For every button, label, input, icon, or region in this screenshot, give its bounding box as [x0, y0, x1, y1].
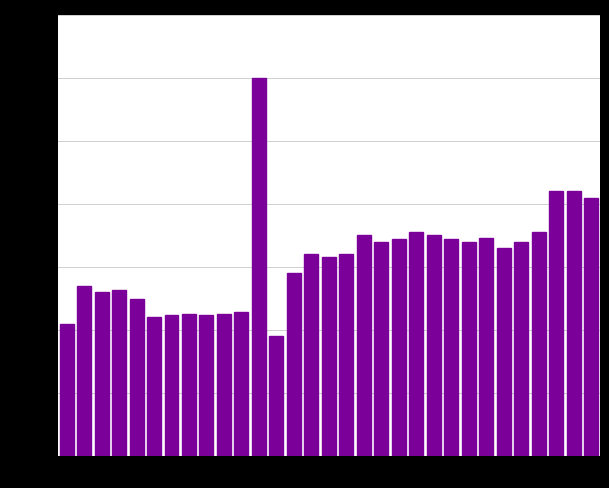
Bar	[566, 191, 580, 456]
Bar	[94, 292, 108, 456]
Bar	[409, 232, 423, 456]
Bar	[375, 242, 389, 456]
Bar	[532, 232, 546, 456]
Bar	[200, 315, 214, 456]
Bar	[462, 242, 476, 456]
Bar	[77, 286, 91, 456]
Bar	[304, 254, 319, 456]
Bar	[357, 236, 371, 456]
Bar	[182, 314, 196, 456]
Bar	[164, 315, 178, 456]
Bar	[287, 273, 301, 456]
Bar	[514, 242, 528, 456]
Bar	[339, 254, 353, 456]
Bar	[392, 239, 406, 456]
Bar	[217, 314, 231, 456]
Bar	[549, 191, 563, 456]
Bar	[130, 299, 144, 456]
Bar	[427, 236, 441, 456]
Bar	[234, 312, 248, 456]
Bar	[584, 198, 598, 456]
Bar	[269, 336, 283, 456]
Bar	[147, 318, 161, 456]
Bar	[60, 324, 74, 456]
Bar	[112, 290, 126, 456]
Bar	[479, 238, 493, 456]
Bar	[322, 257, 336, 456]
Bar	[252, 78, 266, 456]
Bar	[444, 239, 458, 456]
Bar	[497, 248, 511, 456]
